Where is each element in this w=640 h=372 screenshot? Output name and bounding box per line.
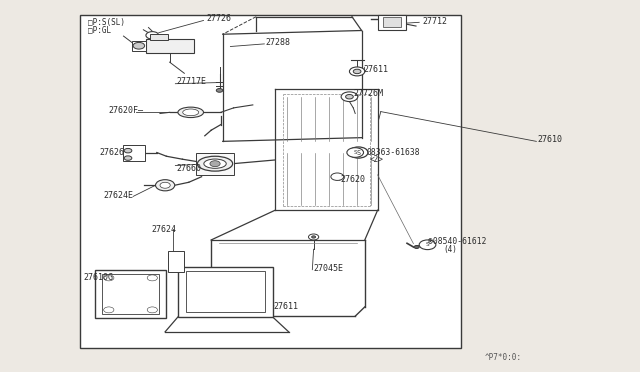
Ellipse shape [178, 107, 204, 118]
Text: (4): (4) [444, 245, 458, 254]
Bar [123, 145, 145, 161]
Ellipse shape [204, 159, 227, 168]
Circle shape [156, 180, 175, 191]
Circle shape [419, 240, 436, 250]
Text: 27610G: 27610G [83, 273, 113, 282]
Text: 27045E: 27045E [314, 264, 344, 273]
Text: 27611: 27611 [364, 65, 388, 74]
Circle shape [308, 234, 319, 240]
Bar [146, 39, 194, 53]
Circle shape [210, 161, 220, 167]
Text: 27726: 27726 [206, 14, 231, 23]
Text: 27624: 27624 [152, 225, 177, 234]
Circle shape [147, 275, 157, 281]
Text: 27717E: 27717E [176, 77, 206, 86]
Circle shape [104, 275, 114, 281]
Text: S: S [353, 150, 357, 155]
Circle shape [160, 182, 170, 188]
Text: □P:S(SL): □P:S(SL) [88, 18, 125, 27]
Bar [383, 17, 401, 27]
Bar [102, 274, 159, 314]
Text: S: S [356, 150, 360, 155]
Circle shape [349, 147, 368, 158]
Circle shape [104, 307, 114, 313]
Bar [186, 271, 265, 312]
Circle shape [341, 92, 358, 102]
Ellipse shape [198, 156, 233, 171]
Ellipse shape [183, 109, 198, 116]
Circle shape [133, 42, 145, 49]
Circle shape [347, 148, 364, 157]
Bar [168, 251, 184, 272]
Bar [378, 15, 406, 30]
Text: 27610: 27610 [538, 135, 563, 144]
Text: 27712: 27712 [422, 17, 447, 26]
Bar [95, 270, 166, 318]
Circle shape [331, 173, 344, 180]
Text: S: S [426, 242, 429, 247]
Text: 27288: 27288 [266, 38, 291, 47]
Polygon shape [165, 317, 289, 332]
Circle shape [414, 246, 419, 248]
Text: ^P7*0:0:: ^P7*0:0: [485, 353, 522, 362]
Bar [80, 15, 461, 348]
Circle shape [124, 148, 132, 153]
Text: 27620F—: 27620F— [109, 106, 144, 115]
Bar [178, 267, 273, 317]
Text: 27626: 27626 [99, 148, 124, 157]
Text: 27624E: 27624E [104, 191, 134, 200]
Text: 27620: 27620 [340, 175, 365, 184]
Circle shape [146, 32, 159, 39]
Text: □P:GL: □P:GL [88, 25, 111, 34]
Text: ®08540-61612: ®08540-61612 [428, 237, 486, 246]
Circle shape [124, 156, 132, 160]
Bar [196, 153, 234, 175]
Text: 27726M: 27726M [354, 89, 384, 98]
Circle shape [216, 89, 223, 92]
Text: 27611: 27611 [273, 302, 298, 311]
Text: 08363-61638: 08363-61638 [366, 148, 420, 157]
Circle shape [147, 307, 157, 313]
Bar [132, 41, 146, 51]
Text: <2>: <2> [370, 155, 384, 164]
Text: 27660: 27660 [176, 164, 201, 173]
Circle shape [349, 67, 365, 76]
Circle shape [312, 236, 316, 238]
Circle shape [353, 69, 361, 74]
Circle shape [346, 94, 353, 99]
Bar [150, 34, 168, 40]
